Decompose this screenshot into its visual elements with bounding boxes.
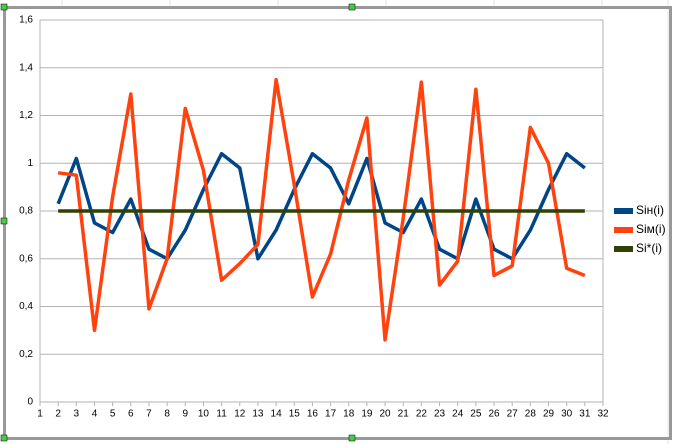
x-tick-label: 3 [74,409,80,420]
y-tick-label: 0 [27,397,33,408]
x-tick-label: 4 [92,409,98,420]
x-tick-label: 10 [198,409,210,420]
legend-swatch [614,208,633,214]
x-tick-label: 31 [579,409,591,420]
x-tick-label: 18 [343,409,355,420]
x-tick-label: 6 [128,409,134,420]
legend-swatch [614,227,633,233]
x-tick-label: 9 [183,409,189,420]
legend-text: Siм(i) [636,222,666,236]
handle[interactable] [348,3,356,11]
x-tick-label: 19 [361,409,373,420]
x-tick-label: 30 [561,409,573,420]
x-tick-label: 1 [37,409,43,420]
legend-swatch [614,246,633,252]
x-tick-label: 27 [507,409,519,420]
legend-text: Si*(i) [636,241,662,255]
x-tick-label: 11 [216,409,227,420]
y-tick-label: 0,2 [19,349,33,360]
series-line [56,151,586,261]
x-tick-label: 8 [164,409,170,420]
handle[interactable] [0,434,8,442]
x-tick-label: 26 [488,409,500,420]
y-tick-label: 0,6 [19,253,33,264]
x-tick-label: 2 [55,409,61,420]
x-tick-label: 20 [380,409,392,420]
x-tick-label: 5 [110,409,116,420]
x-tick-label: 16 [307,409,319,420]
x-tick-label: 29 [543,409,555,420]
x-tick-label: 14 [271,409,283,420]
handle[interactable] [0,3,8,11]
x-tick-label: 24 [452,409,464,420]
x-tick-label: 15 [289,409,301,420]
y-tick-label: 1,4 [19,62,33,73]
y-tick-label: 0,8 [19,206,33,217]
y-tick-label: 1,6 [19,15,33,26]
x-tick-label: 7 [146,409,152,420]
x-tick-label: 12 [234,409,246,420]
x-tick-label: 21 [398,409,410,420]
x-tick-label: 13 [252,409,264,420]
x-tick-label: 22 [416,409,428,420]
handle[interactable] [348,434,356,442]
x-tick-label: 23 [434,409,446,420]
sheet-columns [61,0,669,444]
y-tick-label: 0,4 [19,301,33,312]
x-tick-label: 17 [325,409,337,420]
y-tick-label: 1 [27,158,33,169]
x-tick-label: 32 [597,409,609,420]
legend-text: Siн(i) [636,203,664,217]
handle[interactable] [0,217,8,225]
y-tick-label: 1,2 [19,110,33,121]
x-tick-label: 28 [525,409,537,420]
x-tick-label: 25 [470,409,482,420]
series-line [57,77,586,342]
